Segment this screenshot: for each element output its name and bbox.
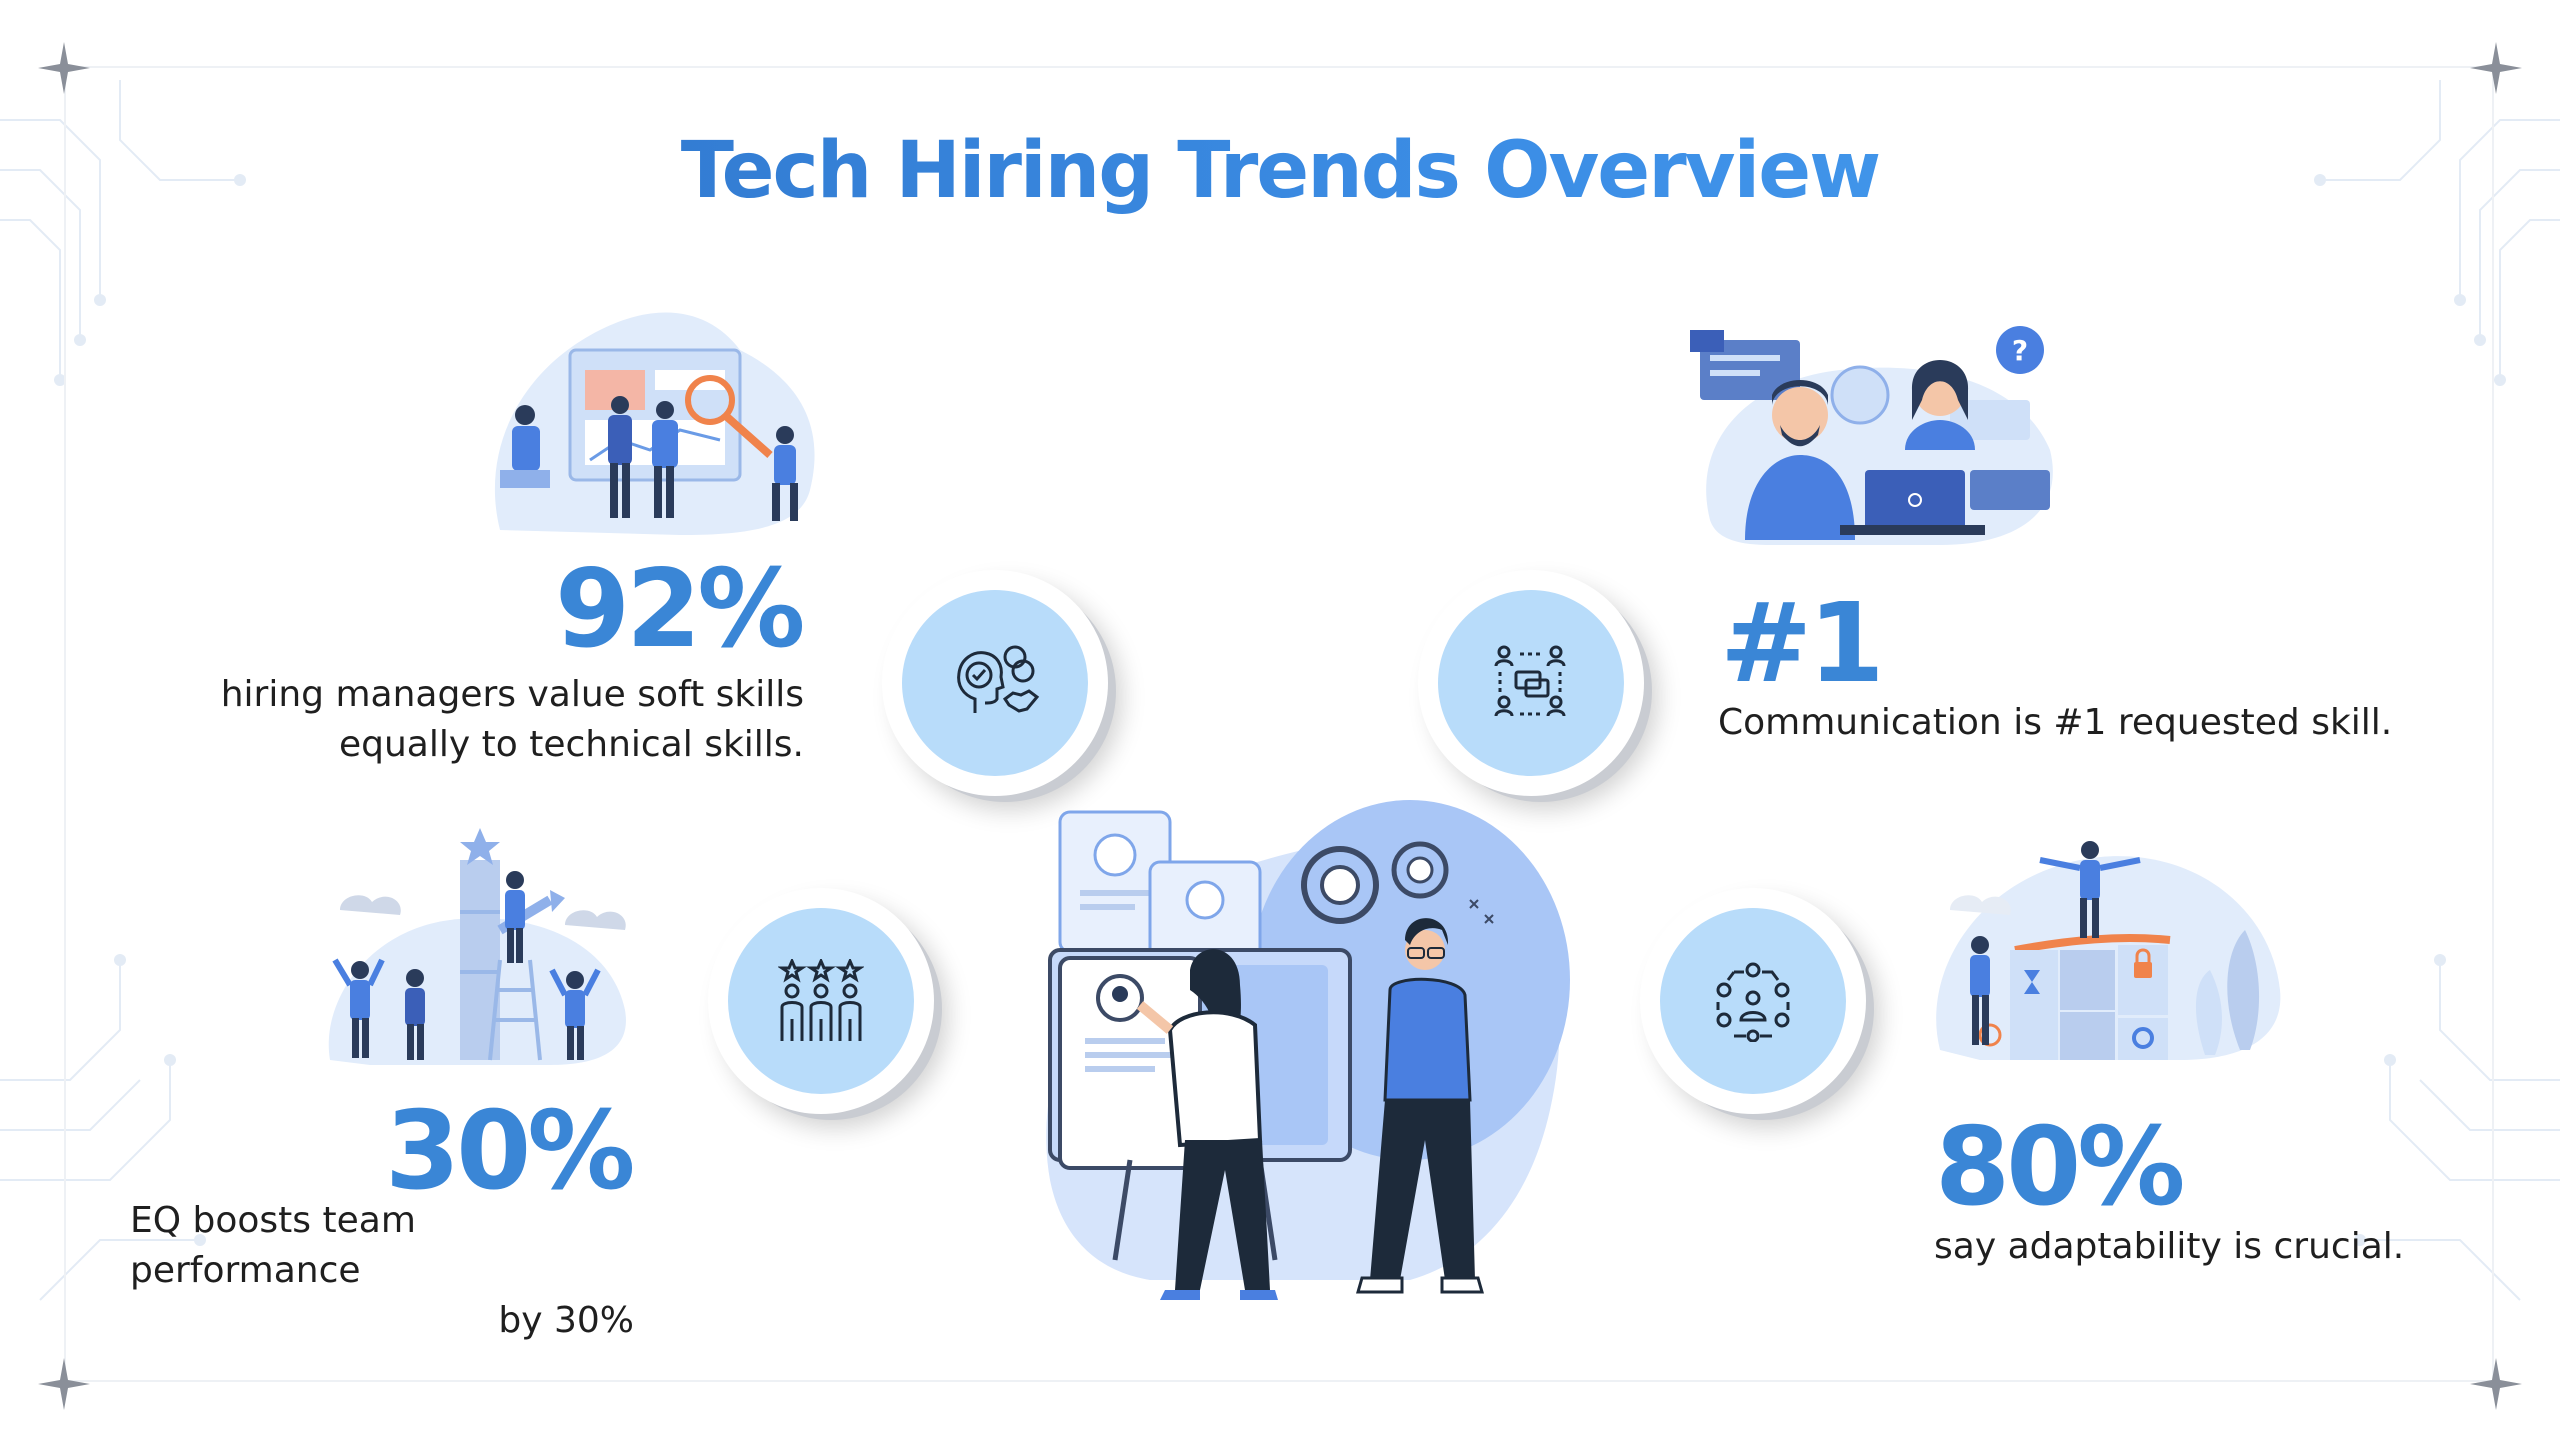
- slide-frame: [64, 66, 2494, 1382]
- icon-circle-communication: [1418, 570, 1644, 796]
- stat-description-line: Communication is #1 requested skill.: [1718, 702, 2393, 743]
- sparkle-icon: [38, 42, 90, 94]
- team-growth-illustration: [328, 828, 626, 1065]
- stat-description-communication: Communication is #1 requested skill.: [1718, 698, 2418, 748]
- stat-description-92: hiring managers value soft skills equall…: [200, 670, 804, 770]
- sparkle-icon: [2470, 42, 2522, 94]
- sparkle-icon: [38, 1358, 90, 1410]
- icon-circle-inner: [1438, 590, 1624, 776]
- page-title: Tech Hiring Trends Overview: [0, 126, 2560, 216]
- stat-value-number-one: #1: [1720, 579, 1885, 707]
- stat-value-30: 30%: [385, 1089, 636, 1214]
- svg-text:?: ?: [2012, 334, 2028, 367]
- icon-circle-inner: [902, 590, 1088, 776]
- stat-description-line: EQ boosts team performance: [130, 1200, 416, 1291]
- icon-circle-adaptability: [1640, 888, 1866, 1114]
- stat-description-80: say adaptability is crucial.: [1934, 1222, 2454, 1272]
- adaptability-cycle-icon: [1716, 962, 1790, 1042]
- stat-value-80: 80%: [1935, 1105, 2186, 1230]
- team-analytics-illustration: [494, 312, 815, 535]
- icon-circle-soft-skills: [882, 570, 1108, 796]
- stat-description-line: equally to technical skills.: [338, 724, 804, 765]
- stat-description-line: say adaptability is crucial.: [1934, 1226, 2405, 1267]
- recruitment-central-illustration: [1046, 800, 1570, 1300]
- circuit-decoration-left: [0, 80, 246, 1301]
- communication-network-icon: [1494, 645, 1566, 717]
- sparkle-icon: [2470, 1358, 2522, 1410]
- stat-description-line: by 30%: [498, 1300, 634, 1341]
- communication-illustration: ?: [1690, 326, 2053, 545]
- icon-circle-inner: [728, 908, 914, 1094]
- circuit-decoration-right: [2314, 80, 2560, 1301]
- soft-skills-icon: [957, 645, 1040, 713]
- icon-circle-team: [708, 888, 934, 1114]
- icon-circle-inner: [1660, 908, 1846, 1094]
- stat-description-30: EQ boosts team performance by 30%: [100, 1196, 634, 1346]
- stat-description-line: hiring managers value soft skills: [220, 674, 804, 715]
- team-stars-icon: [778, 959, 864, 1041]
- adaptability-illustration: [1936, 841, 2281, 1060]
- stat-value-92: 92%: [555, 547, 806, 672]
